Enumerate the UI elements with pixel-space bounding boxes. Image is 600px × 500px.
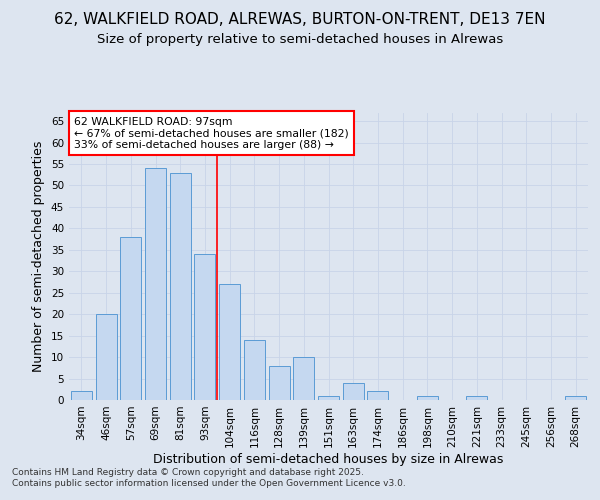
Bar xyxy=(71,392,92,400)
Bar xyxy=(466,396,487,400)
Bar xyxy=(367,392,388,400)
Bar xyxy=(244,340,265,400)
Text: Contains HM Land Registry data © Crown copyright and database right 2025.
Contai: Contains HM Land Registry data © Crown c… xyxy=(12,468,406,487)
X-axis label: Distribution of semi-detached houses by size in Alrewas: Distribution of semi-detached houses by … xyxy=(154,452,503,466)
Bar xyxy=(417,396,438,400)
Text: 62 WALKFIELD ROAD: 97sqm
← 67% of semi-detached houses are smaller (182)
33% of : 62 WALKFIELD ROAD: 97sqm ← 67% of semi-d… xyxy=(74,117,349,150)
Bar xyxy=(219,284,240,400)
Bar xyxy=(145,168,166,400)
Bar xyxy=(120,237,141,400)
Bar xyxy=(318,396,339,400)
Bar xyxy=(170,172,191,400)
Bar xyxy=(565,396,586,400)
Bar xyxy=(343,383,364,400)
Text: Size of property relative to semi-detached houses in Alrewas: Size of property relative to semi-detach… xyxy=(97,32,503,46)
Bar xyxy=(194,254,215,400)
Bar xyxy=(293,357,314,400)
Bar xyxy=(95,314,116,400)
Text: 62, WALKFIELD ROAD, ALREWAS, BURTON-ON-TRENT, DE13 7EN: 62, WALKFIELD ROAD, ALREWAS, BURTON-ON-T… xyxy=(54,12,546,28)
Bar xyxy=(269,366,290,400)
Y-axis label: Number of semi-detached properties: Number of semi-detached properties xyxy=(32,140,46,372)
